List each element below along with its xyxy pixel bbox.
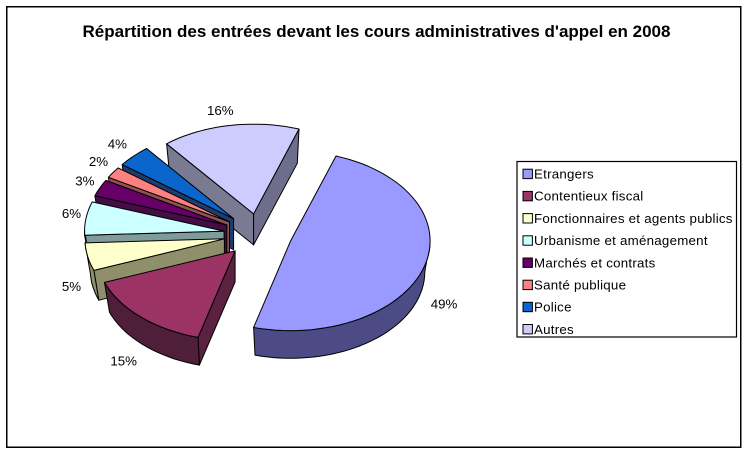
svg-text:49%: 49% [431, 296, 458, 311]
svg-text:16%: 16% [207, 103, 234, 118]
svg-text:Contentieux fiscal: Contentieux fiscal [534, 189, 643, 204]
svg-text:6%: 6% [62, 206, 81, 221]
svg-text:Autres: Autres [534, 322, 574, 337]
svg-text:15%: 15% [110, 353, 137, 368]
svg-text:5%: 5% [62, 279, 81, 294]
svg-text:4%: 4% [108, 137, 127, 152]
svg-text:Répartition des entrées devant: Répartition des entrées devant les cours… [83, 22, 671, 41]
svg-text:Fonctionnaires et agents publi: Fonctionnaires et agents publics [534, 211, 733, 226]
svg-text:3%: 3% [75, 173, 94, 188]
svg-text:Marchés et contrats: Marchés et contrats [534, 255, 656, 270]
svg-text:Etrangers: Etrangers [534, 167, 594, 182]
svg-text:Santé publique: Santé publique [534, 278, 626, 293]
svg-text:Urbanisme et aménagement: Urbanisme et aménagement [534, 233, 708, 248]
svg-text:2%: 2% [89, 154, 108, 169]
svg-text:Police: Police [534, 300, 572, 315]
